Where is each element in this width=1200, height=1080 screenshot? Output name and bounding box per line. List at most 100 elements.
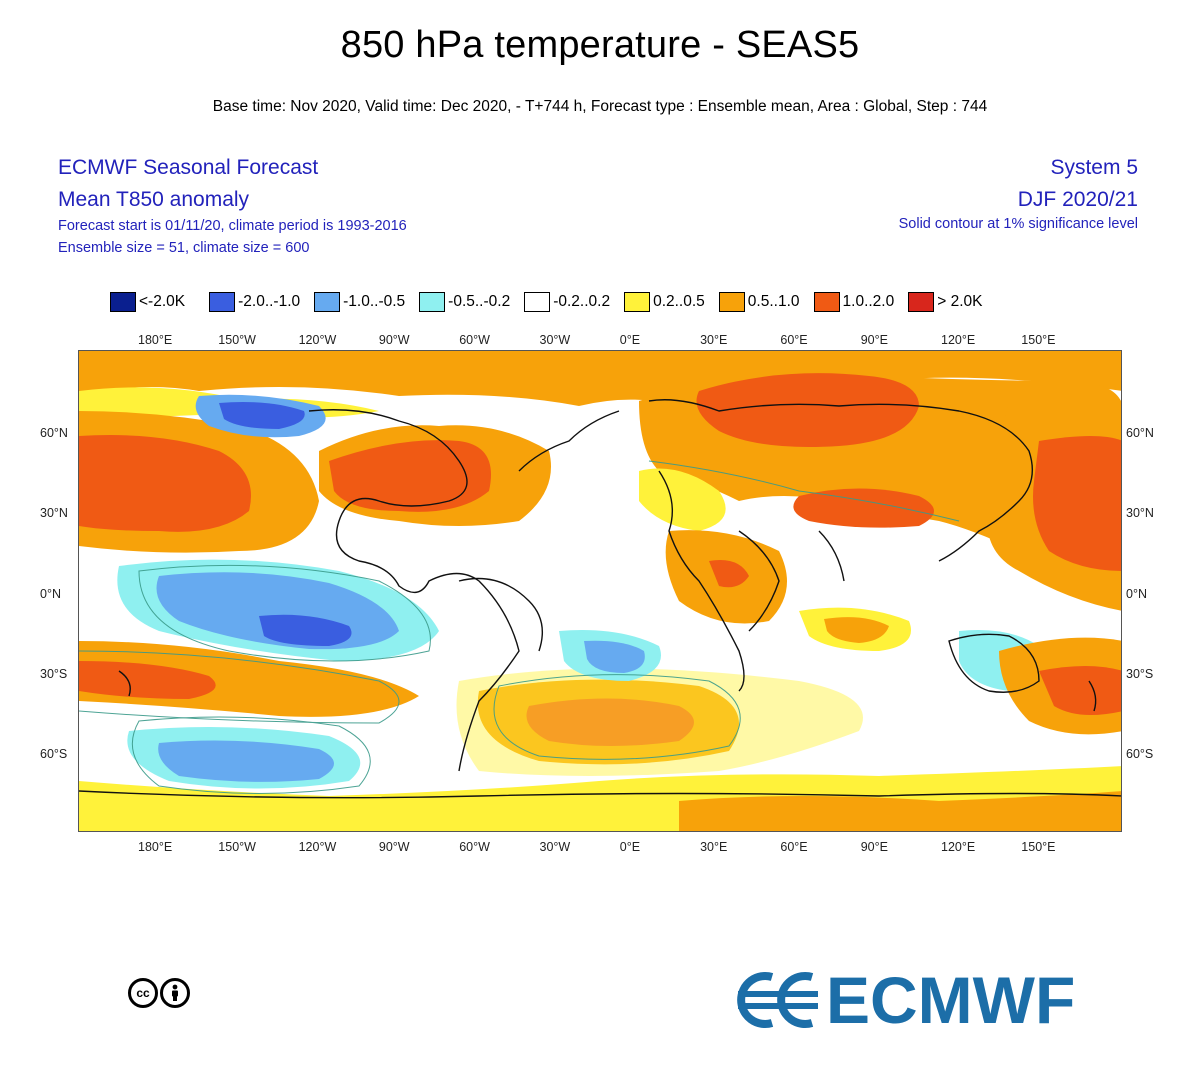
latitude-label: 30°S bbox=[1126, 666, 1154, 681]
info-system: System 5 bbox=[1050, 156, 1138, 179]
latitude-label: 60°S bbox=[1126, 747, 1154, 762]
ecmwf-logo: ECMWF bbox=[736, 962, 1075, 1038]
longitude-label: 90°W bbox=[378, 840, 410, 854]
longitude-label: 90°E bbox=[860, 333, 888, 347]
legend-swatch bbox=[209, 292, 236, 312]
latitude-label: 30°N bbox=[40, 506, 68, 521]
legend-label: -0.2..0.2 bbox=[553, 293, 611, 310]
longitude-label: 60°W bbox=[459, 333, 490, 347]
region-south-atlantic-yellow bbox=[456, 668, 863, 776]
attribution-icon bbox=[160, 978, 190, 1008]
color-legend: <-2.0K -2.0..-1.0 -1.0..-0.5 -0.5..-0.2 -0.2… bbox=[110, 290, 982, 314]
longitude-label: 30°W bbox=[539, 333, 571, 347]
cc-icon: cc bbox=[128, 978, 158, 1008]
region-sw-pacific-hot bbox=[1039, 666, 1121, 715]
longitude-label: 30°E bbox=[700, 840, 728, 854]
longitude-label: 90°W bbox=[378, 333, 410, 347]
info-ensemble-size: Ensemble size = 51, climate size = 600 bbox=[58, 240, 310, 256]
longitude-label: 60°W bbox=[459, 840, 490, 854]
legend-item: -0.5..-0.2 bbox=[419, 292, 510, 312]
longitude-label: 150°W bbox=[218, 333, 256, 347]
region-europe-yellow bbox=[639, 468, 726, 531]
anomaly-map bbox=[78, 350, 1122, 832]
legend-swatch bbox=[624, 292, 651, 312]
latitude-label: 30°N bbox=[1126, 506, 1154, 521]
region-sw-atlantic-cooler bbox=[584, 640, 645, 673]
info-forecast-name: ECMWF Seasonal Forecast bbox=[58, 156, 319, 179]
latitude-label: 0°N bbox=[1126, 586, 1147, 601]
region-south-atlantic-hot bbox=[526, 698, 694, 746]
ecmwf-logo-icon bbox=[737, 972, 818, 1028]
legend-label: -0.5..-0.2 bbox=[448, 293, 511, 310]
longitude-label: 60°E bbox=[780, 840, 808, 854]
legend-label: > 2.0K bbox=[937, 293, 983, 310]
legend-label: <-2.0K bbox=[139, 293, 186, 310]
legend-label: 1.0..2.0 bbox=[842, 293, 895, 310]
legend-swatch bbox=[110, 292, 136, 312]
region-central-asia-hot bbox=[793, 488, 934, 528]
forecast-subtitle: Base time: Nov 2020, Valid time: Dec 202… bbox=[212, 98, 988, 115]
longitude-label: 120°E bbox=[941, 840, 976, 854]
latitude-label: 0°N bbox=[40, 586, 61, 601]
region-siberia-hot bbox=[696, 373, 919, 447]
longitude-label: 0°E bbox=[619, 333, 641, 347]
longitude-label: 30°W bbox=[539, 840, 571, 854]
longitude-label: 120°W bbox=[298, 840, 337, 854]
cc-license-badge: cc bbox=[128, 978, 190, 1008]
region-antarctic-warm bbox=[679, 791, 1121, 831]
longitude-label: 30°E bbox=[700, 333, 728, 347]
latitude-label: 60°N bbox=[40, 426, 68, 440]
legend-label: -2.0..-1.0 bbox=[238, 293, 301, 310]
legend-swatch bbox=[908, 292, 935, 312]
longitude-label: 120°W bbox=[298, 333, 337, 347]
longitude-label: 60°E bbox=[780, 333, 808, 347]
region-east-africa-hot bbox=[709, 560, 749, 588]
legend-swatch bbox=[314, 292, 341, 312]
legend-swatch bbox=[524, 292, 551, 312]
info-season: DJF 2020/21 bbox=[1017, 188, 1138, 211]
legend-swatch bbox=[718, 292, 745, 312]
longitude-label: 120°E bbox=[941, 333, 976, 347]
longitude-label: 180°E bbox=[138, 333, 173, 347]
legend-item: -1.0..-0.5 bbox=[314, 292, 405, 312]
region-nw-pacific-hot bbox=[1033, 436, 1121, 571]
longitude-label: 0°E bbox=[619, 840, 641, 854]
legend-label: 0.2..0.5 bbox=[653, 293, 705, 310]
region-indian-ocean-warm bbox=[824, 617, 889, 643]
legend-item: > 2.0K bbox=[908, 292, 982, 312]
legend-swatch bbox=[419, 292, 446, 312]
legend-label: -1.0..-0.5 bbox=[343, 293, 406, 310]
info-significance: Solid contour at 1% significance level bbox=[898, 216, 1138, 232]
region-north-america-hot bbox=[329, 440, 491, 512]
legend-item: -2.0..-1.0 bbox=[209, 292, 300, 312]
longitude-label: 180°E bbox=[138, 840, 173, 854]
region-alaska-cold bbox=[219, 402, 305, 429]
latitude-label: 30°S bbox=[40, 666, 68, 681]
longitude-label: 150°E bbox=[1021, 333, 1056, 347]
legend-item: 1.0..2.0 bbox=[813, 292, 895, 312]
longitude-label: 150°E bbox=[1021, 840, 1056, 854]
legend-item: <-2.0K bbox=[110, 292, 185, 312]
info-forecast-start: Forecast start is 01/11/20, climate peri… bbox=[58, 218, 407, 234]
legend-label: 0.5..1.0 bbox=[747, 293, 800, 310]
coastlines bbox=[79, 399, 1121, 799]
region-la-nina-core bbox=[259, 614, 352, 646]
significance-contours bbox=[79, 460, 960, 794]
person-icon bbox=[172, 984, 178, 1001]
region-arctic-warm bbox=[79, 351, 1121, 411]
legend-item: 0.5..1.0 bbox=[718, 292, 800, 312]
page-title: 850 hPa temperature - SEAS5 bbox=[340, 24, 860, 66]
info-variable: Mean T850 anomaly bbox=[58, 188, 250, 211]
anomaly-map-svg bbox=[79, 351, 1121, 831]
latitude-label: 60°S bbox=[40, 747, 68, 762]
longitude-label: 150°W bbox=[218, 840, 256, 854]
legend-item: -0.2..0.2 bbox=[524, 292, 610, 312]
legend-item: 0.2..0.5 bbox=[624, 292, 705, 312]
region-southern-ocean-cooler bbox=[158, 740, 334, 782]
ecmwf-logo-text: ECMWF bbox=[826, 963, 1076, 1037]
region-ne-pacific-hot bbox=[79, 435, 251, 532]
longitude-label: 90°E bbox=[860, 840, 888, 854]
region-south-pacific-hot bbox=[79, 661, 216, 699]
legend-swatch bbox=[813, 292, 840, 312]
latitude-label: 60°N bbox=[1126, 426, 1154, 440]
